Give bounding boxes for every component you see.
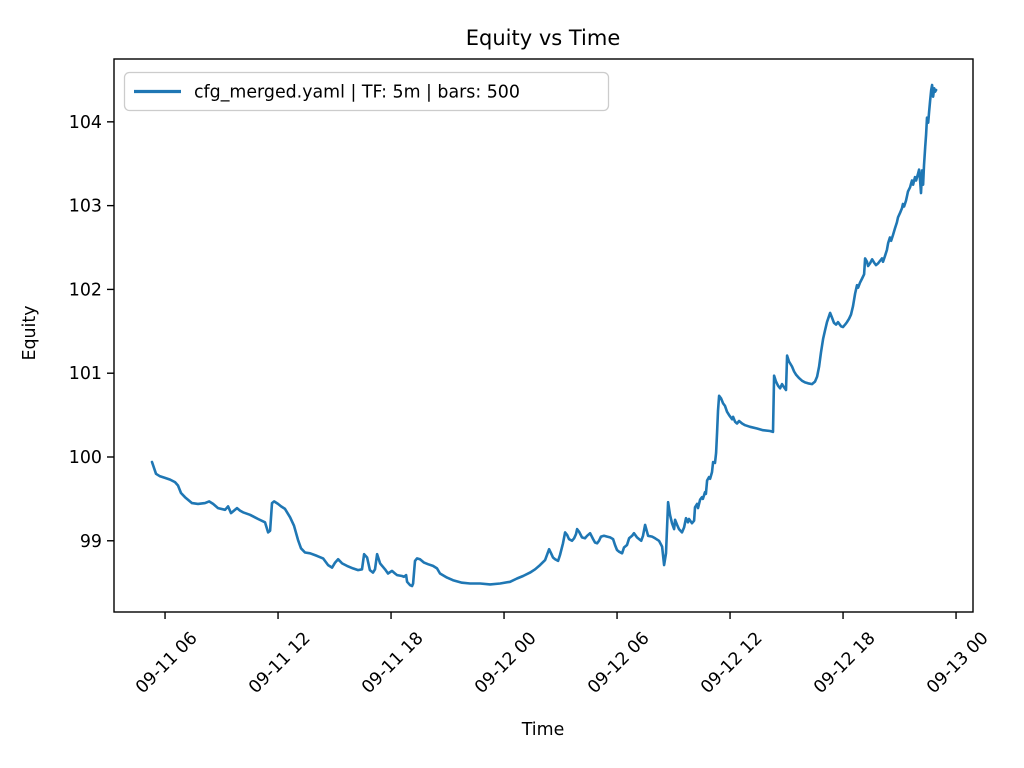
- legend-frame: [123, 71, 610, 112]
- x-tick-label: 09-12 12: [697, 628, 766, 697]
- x-axis-ticks: 09-11 06 09-11 12 09-11 18 09-12 00 09-12 06…: [132, 612, 993, 698]
- chart-title: Equity vs Time: [466, 26, 621, 50]
- legend-label: cfg_merged.yaml | TF: 5m | bars: 500: [194, 83, 520, 103]
- equity-line-series: [150, 83, 938, 588]
- x-tick-label: 09-11 06: [132, 628, 201, 697]
- y-tick-label: 99: [80, 532, 102, 552]
- axes-spines: [113, 58, 974, 613]
- x-axis-label: Time: [521, 720, 565, 740]
- x-tick-label: 09-13 00: [923, 628, 992, 697]
- y-tick-label: 100: [69, 448, 102, 468]
- y-axis-ticks: 99 100 101 102 103 104: [69, 113, 114, 552]
- y-tick-label: 104: [69, 113, 102, 133]
- x-tick-label: 09-11 18: [358, 628, 427, 697]
- y-axis-label: Equity: [20, 306, 40, 361]
- y-tick-label: 103: [69, 197, 102, 217]
- legend: cfg_merged.yaml | TF: 5m | bars: 500: [123, 71, 610, 112]
- x-tick-label: 09-12 06: [584, 628, 653, 697]
- y-tick-label: 102: [69, 280, 102, 300]
- x-tick-label: 09-11 12: [245, 628, 314, 697]
- plot-area: [114, 59, 973, 612]
- y-tick-label: 101: [69, 364, 102, 384]
- x-tick-label: 09-12 18: [810, 628, 879, 697]
- x-tick-label: 09-12 00: [471, 628, 540, 697]
- series-group: [150, 83, 938, 588]
